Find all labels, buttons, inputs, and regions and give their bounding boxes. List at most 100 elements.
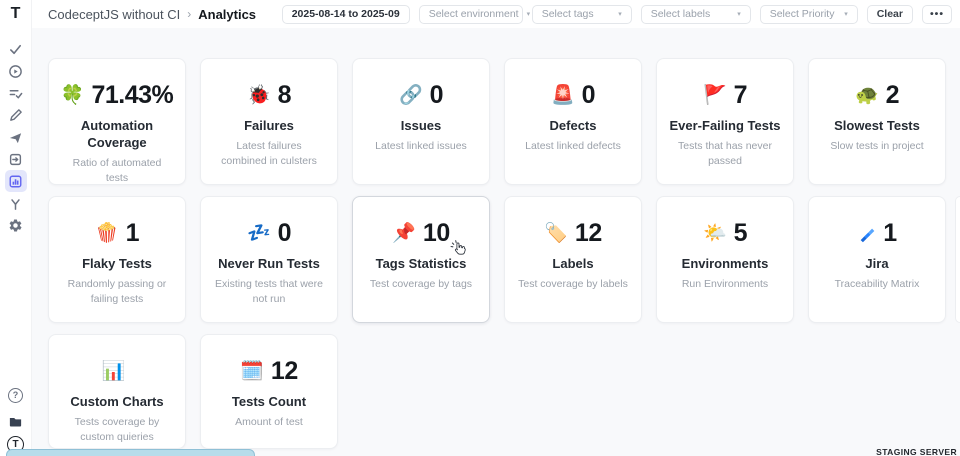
card-head: 🏷️ 12 [511, 220, 635, 247]
card-subtitle: Randomly passing or failing tests [67, 277, 167, 306]
card-title: Flaky Tests [82, 256, 152, 271]
list-check-icon [8, 86, 23, 101]
chevron-down-icon: ▾ [618, 11, 622, 18]
sidebar-item-editor[interactable] [5, 104, 27, 126]
card-subtitle: Ratio of automated tests [72, 156, 162, 184]
sidebar-item-runs[interactable] [5, 60, 27, 82]
plane-icon [8, 130, 23, 145]
header-controls: 2025-08-14 to 2025-09 Select environment… [281, 4, 952, 24]
card-head: 📊 [55, 358, 179, 385]
sidebar-item-branches[interactable] [5, 192, 27, 214]
help-button[interactable]: ? [5, 384, 27, 406]
analytics-card[interactable]: 🐞 8 Failures Latest failures combined in… [200, 58, 338, 185]
cards-grid: 🍀 71.43% Automation Coverage Ratio of au… [48, 58, 946, 449]
card-subtitle: Traceability Matrix [834, 277, 920, 290]
sidebar-item-tests[interactable] [5, 38, 27, 60]
card-value: 8 [277, 81, 292, 109]
help-icon: ? [8, 387, 23, 403]
clear-filters-button[interactable]: Clear [866, 4, 913, 24]
card-value: 2 [885, 81, 900, 109]
card-title: Ever-Failing Tests [669, 118, 781, 133]
card-head: 🗓️ 12 [207, 358, 331, 385]
date-range-button[interactable]: 2025-08-14 to 2025-09 [281, 4, 410, 24]
sidebar-item-analytics[interactable] [4, 170, 27, 192]
card-value: 1 [883, 219, 897, 247]
analytics-card[interactable]: 🍀 71.43% Automation Coverage Ratio of au… [48, 58, 186, 185]
app-logo[interactable]: T [10, 5, 21, 22]
card-title: Failures [244, 118, 294, 133]
label-icon: 🏷️ [544, 223, 568, 244]
analytics-card[interactable]: 🍿 1 Flaky Tests Randomly passing or fail… [48, 196, 186, 323]
sun-cloud-icon: 🌤️ [702, 223, 727, 244]
analytics-card[interactable]: 🚨 0 Defects Latest linked defects [504, 58, 642, 185]
card-head: 🚨 0 [511, 82, 635, 109]
sidebar-item-settings[interactable] [5, 214, 27, 236]
analytics-card[interactable]: 📊 Custom Charts Tests coverage by custom… [48, 334, 186, 449]
card-title: Labels [552, 256, 594, 271]
card-title: Defects [549, 118, 597, 133]
chevron-down-icon: ▾ [844, 11, 848, 18]
card-subtitle: Run Environments [681, 277, 769, 290]
card-title: Environments [681, 256, 769, 271]
card-value: 10 [422, 219, 450, 247]
analytics-card[interactable]: 🏷️ 12 Labels Test coverage by labels [504, 196, 642, 323]
card-subtitle: Slow tests in project [830, 139, 924, 152]
card-head: 🐞 8 [207, 82, 331, 109]
clover-icon: 🍀 [60, 85, 85, 106]
card-head: 📌 10 [359, 220, 483, 247]
card-head: 🍿 1 [55, 220, 179, 247]
import-box-icon [8, 152, 23, 167]
card-title: Slowest Tests [834, 118, 920, 133]
sidebar-nav [4, 38, 27, 236]
analytics-card[interactable]: 🌤️ 5 Environments Run Environments [656, 196, 794, 323]
card-value: 7 [733, 81, 748, 109]
filter-labels[interactable]: Select labels ▾ [640, 4, 751, 24]
analytics-card[interactable]: 🔗 0 Issues Latest linked issues [352, 58, 490, 185]
card-value: 1 [125, 219, 140, 247]
ladybug-icon: 🐞 [246, 85, 271, 106]
filter-labels-placeholder: Select labels [650, 8, 711, 20]
filter-priority[interactable]: Select Priority ▾ [759, 4, 858, 24]
card-title: Tags Statistics [375, 256, 467, 271]
filter-tags-placeholder: Select tags [541, 8, 594, 20]
pushpin-icon: 📌 [392, 223, 416, 244]
play-circle-icon [8, 64, 23, 79]
calendar-icon: 🗓️ [240, 361, 264, 382]
card-subtitle: Amount of test [235, 415, 303, 428]
branch-icon [8, 196, 23, 211]
staging-server-label: STAGING SERVER [876, 447, 957, 456]
breadcrumb-project[interactable]: CodeceptJS without CI [48, 6, 181, 22]
filter-environment[interactable]: Select environment ▾ [418, 4, 530, 24]
analytics-card[interactable]: 🗓️ 12 Tests Count Amount of test [200, 334, 338, 449]
card-value: 0 [429, 81, 444, 109]
card-subtitle: Latest failures combined in culsters [221, 139, 317, 168]
chevron-down-icon: ▾ [737, 11, 741, 18]
card-head: 💤 0 [207, 220, 331, 247]
pencil-icon [8, 108, 23, 123]
card-title: Jira [865, 256, 889, 271]
analytics-card[interactable]: 1 Jira Traceability Matrix [808, 196, 946, 323]
jira-logo-icon [857, 224, 876, 243]
card-subtitle: Latest linked defects [525, 139, 621, 152]
projects-button[interactable] [5, 410, 27, 432]
filter-tags[interactable]: Select tags ▾ [531, 4, 632, 24]
link-icon: 🔗 [398, 85, 423, 106]
analytics-card[interactable]: 🚩 7 Ever-Failing Tests Tests that has ne… [656, 58, 794, 185]
sidebar-item-pipelines[interactable] [5, 126, 27, 148]
notification-toast[interactable] [6, 449, 255, 456]
sidebar-item-import[interactable] [5, 148, 27, 170]
card-title: Tests Count [231, 394, 307, 409]
card-subtitle: Test coverage by labels [518, 277, 628, 290]
analytics-card[interactable]: 💤 0 Never Run Tests Existing tests that … [200, 196, 338, 323]
analytics-card[interactable]: 📌 10 Tags Statistics Test coverage by ta… [352, 196, 490, 323]
card-title: Never Run Tests [218, 256, 320, 271]
sidebar-item-plans[interactable] [5, 82, 27, 104]
zzz-icon: 💤 [246, 223, 271, 244]
more-options-button[interactable]: ••• [921, 4, 952, 24]
page-title: Analytics [198, 6, 257, 22]
card-subtitle: Tests coverage by custom quieries [74, 415, 160, 444]
breadcrumb: CodeceptJS without CI › Analytics [48, 7, 256, 22]
card-value: 5 [733, 219, 748, 247]
card-head: 🌤️ 5 [663, 220, 787, 247]
analytics-card[interactable]: 🐢 2 Slowest Tests Slow tests in project [808, 58, 946, 185]
